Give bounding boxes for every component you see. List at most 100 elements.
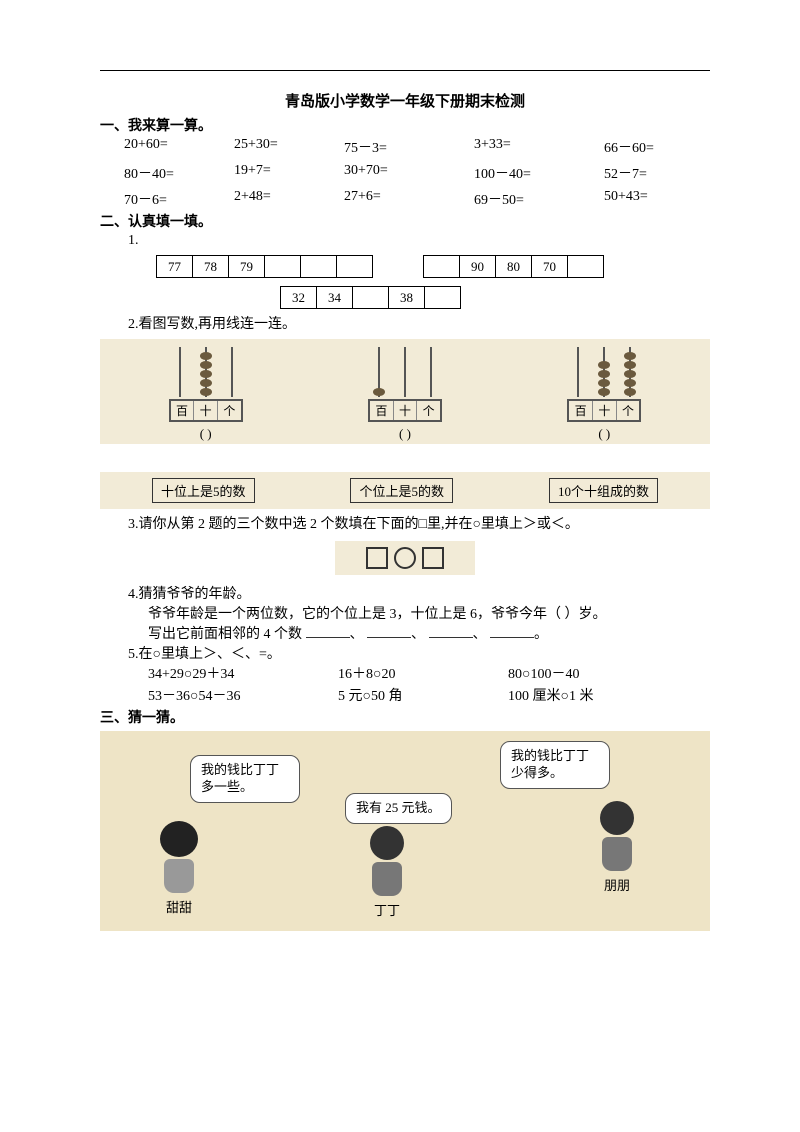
sequence-row-2: 32 34 38 bbox=[280, 286, 710, 309]
seq-cell bbox=[568, 256, 604, 278]
kid-body-icon bbox=[372, 862, 402, 896]
cmp: 53－36○54－36 bbox=[148, 685, 338, 705]
answer-paren: ( ) bbox=[169, 426, 243, 442]
kid-tian: 甜甜 bbox=[160, 821, 198, 916]
eq: 27+6= bbox=[344, 189, 474, 209]
eq: 50+43= bbox=[604, 189, 714, 209]
speech-bubble-1: 我的钱比丁丁多一些。 bbox=[190, 755, 300, 803]
eq: 20+60= bbox=[124, 137, 234, 157]
eq: 66－60= bbox=[604, 137, 714, 157]
match-tags: 十位上是5的数 个位上是5的数 10个十组成的数 bbox=[100, 472, 710, 509]
eq: 25+30= bbox=[234, 137, 344, 157]
col-label: 个 bbox=[417, 401, 440, 420]
blank bbox=[367, 624, 411, 638]
kid-body-icon bbox=[602, 837, 632, 871]
sep: 。 bbox=[534, 627, 548, 642]
abacus-strip: 百 十 个 ( ) 百 十 个 ( bbox=[100, 339, 710, 444]
q3-label: 3.请你从第 2 题的三个数中选 2 个数填在下面的□里,并在○里填上＞或＜。 bbox=[128, 513, 710, 533]
seq-cell: 34 bbox=[317, 287, 353, 309]
seq-cell bbox=[353, 287, 389, 309]
rod bbox=[572, 347, 584, 397]
eq: 30+70= bbox=[344, 163, 474, 183]
abacus-2: 百 十 个 ( ) bbox=[368, 347, 442, 442]
rod bbox=[425, 347, 437, 397]
section-2-heading: 二、认真填一填。 bbox=[100, 211, 710, 231]
cmp: 80○100－40 bbox=[508, 663, 678, 683]
seq-cell: 70 bbox=[532, 256, 568, 278]
kid-name: 朋朋 bbox=[600, 875, 634, 894]
seq-cell: 80 bbox=[496, 256, 532, 278]
col-label: 个 bbox=[218, 401, 241, 420]
section-3-heading: 三、猜一猜。 bbox=[100, 707, 710, 727]
rod bbox=[598, 347, 610, 397]
seq-cell: 78 bbox=[193, 256, 229, 278]
speech-bubble-3: 我的钱比丁丁少得多。 bbox=[500, 741, 610, 789]
eq: 70－6= bbox=[124, 189, 234, 209]
sequence-c: 32 34 38 bbox=[280, 286, 461, 309]
abacus-1: 百 十 个 ( ) bbox=[169, 347, 243, 442]
seq-cell: 32 bbox=[281, 287, 317, 309]
compare-boxes bbox=[335, 541, 475, 575]
top-rule bbox=[100, 70, 710, 71]
sequence-a: 77 78 79 bbox=[156, 255, 373, 278]
seq-cell bbox=[425, 287, 461, 309]
seq-cell: 79 bbox=[229, 256, 265, 278]
eq: 100－40= bbox=[474, 163, 604, 183]
col-label: 个 bbox=[617, 401, 640, 420]
abacus-base: 百 十 个 bbox=[169, 399, 243, 422]
seq-cell: 90 bbox=[460, 256, 496, 278]
sequence-row-1: 77 78 79 90 80 70 bbox=[156, 255, 710, 278]
seq-cell bbox=[337, 256, 373, 278]
col-label: 十 bbox=[593, 401, 617, 420]
seq-cell bbox=[301, 256, 337, 278]
circle-box-icon bbox=[394, 547, 416, 569]
q4-line1: 爷爷年龄是一个两位数，它的个位上是 3，十位上是 6，爷爷今年（ ）岁。 bbox=[148, 603, 710, 623]
abacus-base: 百 十 个 bbox=[368, 399, 442, 422]
q4-text: 写出它前面相邻的 4 个数 bbox=[148, 627, 302, 642]
page: 青岛版小学数学一年级下册期末检测 一、我来算一算。 20+60= 25+30= … bbox=[0, 0, 800, 971]
eq: 3+33= bbox=[474, 137, 604, 157]
sep: 、 bbox=[350, 627, 364, 642]
col-label: 十 bbox=[394, 401, 418, 420]
eq: 75－3= bbox=[344, 137, 474, 157]
abacus-base: 百 十 个 bbox=[567, 399, 641, 422]
rod bbox=[226, 347, 238, 397]
q1-num: 1. bbox=[128, 233, 710, 249]
kid-name: 丁丁 bbox=[370, 900, 404, 919]
equation-grid: 20+60= 25+30= 75－3= 3+33= 66－60= 80－40= … bbox=[124, 137, 710, 209]
kid-name: 甜甜 bbox=[160, 897, 198, 916]
cmp: 5 元○50 角 bbox=[338, 685, 508, 705]
blank bbox=[429, 624, 473, 638]
answer-paren: ( ) bbox=[368, 426, 442, 442]
speech-bubble-2: 我有 25 元钱。 bbox=[345, 793, 452, 824]
sequence-b: 90 80 70 bbox=[423, 255, 604, 278]
cmp: 34+29○29＋34 bbox=[148, 663, 338, 683]
q4-label: 4.猜猜爷爷的年龄。 bbox=[128, 583, 710, 603]
col-label: 十 bbox=[194, 401, 218, 420]
blank bbox=[490, 624, 534, 638]
kid-head-icon bbox=[600, 801, 634, 835]
rod bbox=[624, 347, 636, 397]
section-1-heading: 一、我来算一算。 bbox=[100, 115, 710, 135]
match-tag: 十位上是5的数 bbox=[152, 478, 255, 503]
seq-cell: 38 bbox=[389, 287, 425, 309]
rod bbox=[174, 347, 186, 397]
answer-paren: ( ) bbox=[567, 426, 641, 442]
q2-label: 2.看图写数,再用线连一连。 bbox=[128, 313, 710, 333]
square-box-icon bbox=[422, 547, 444, 569]
eq: 52－7= bbox=[604, 163, 714, 183]
rod bbox=[373, 347, 385, 397]
doc-title: 青岛版小学数学一年级下册期末检测 bbox=[100, 90, 710, 111]
eq: 69－50= bbox=[474, 189, 604, 209]
q5-grid: 34+29○29＋34 16＋8○20 80○100－40 53－36○54－3… bbox=[148, 663, 710, 705]
kid-head-icon bbox=[160, 821, 198, 857]
kid-head-icon bbox=[370, 826, 404, 860]
seq-cell: 77 bbox=[157, 256, 193, 278]
guess-scene: 我的钱比丁丁多一些。 我有 25 元钱。 我的钱比丁丁少得多。 甜甜 丁丁 朋朋 bbox=[100, 731, 710, 931]
col-label: 百 bbox=[569, 401, 593, 420]
sep: 、 bbox=[473, 627, 487, 642]
q5-label: 5.在○里填上＞、＜、=。 bbox=[128, 643, 710, 663]
rod bbox=[399, 347, 411, 397]
eq: 19+7= bbox=[234, 163, 344, 183]
kid-peng: 朋朋 bbox=[600, 801, 634, 894]
